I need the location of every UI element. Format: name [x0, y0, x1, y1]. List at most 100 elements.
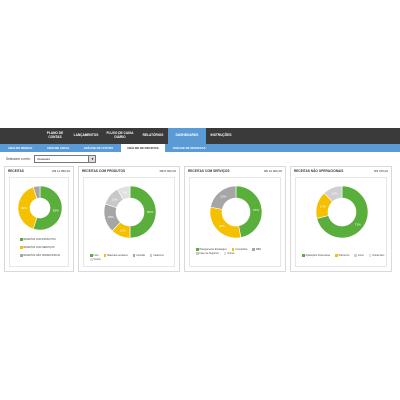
slice-data-label-2: 18%	[108, 215, 114, 219]
nav-item-4[interactable]: DASHBOARDS	[168, 128, 206, 144]
legend-item: Apostila	[132, 254, 145, 257]
legend-swatch	[302, 254, 305, 257]
slice-data-label-2: 22%	[220, 195, 226, 199]
legend-label: Fase de Negócios	[199, 252, 219, 255]
panel-total-value: R$ 700,00	[374, 169, 388, 173]
nav-item-5[interactable]: INSTRUÇÕES	[210, 133, 232, 138]
chart-area: 47% 31% 22% Planejamento Estratégico Consult…	[189, 177, 281, 267]
month-selector-label: Selecione o mês:	[6, 157, 31, 161]
legend-label: Outros	[227, 252, 235, 255]
donut-slice-1[interactable]	[17, 186, 38, 230]
legend-item: Materiais escolares	[103, 254, 128, 257]
legend-swatch	[335, 254, 338, 257]
slice-data-label-1: 40%	[21, 206, 27, 210]
panel-title: RECEITAS NÃO OPERACIONAIS	[294, 169, 344, 173]
slice-data-label-2: 12%	[332, 191, 338, 195]
legend-item: RECEITAS COM SERVIÇOS	[20, 246, 60, 249]
chart-area: 71% 17% 12% Aplicações Financeiras Patrocíni…	[295, 177, 387, 267]
subnav-tab-1[interactable]: ANÁLISE ANUAL	[46, 146, 70, 150]
month-select[interactable]: Fevereiro ▼	[34, 155, 97, 163]
nav-item-2[interactable]: FLUXO DE CAIXA DIÁRIO	[106, 131, 134, 139]
panel-2: RECEITAS COM SERVIÇOS R$ 10.900,00 47% 31% 2…	[184, 166, 286, 272]
panel-1: RECEITAS COM PRODUTOS R$ 8.000,00 50% 12% 18…	[78, 166, 180, 272]
legend-swatch	[252, 248, 255, 251]
month-selector-row: Selecione o mês: Fevereiro ▼	[6, 155, 97, 163]
legend-label: Outros	[93, 258, 101, 261]
legend-label: Livro	[93, 254, 99, 257]
legend-label: Materiais escolares	[107, 254, 128, 257]
legend-label: RECEITAS COM PRODUTOS	[23, 238, 56, 241]
legend-swatch	[132, 254, 136, 257]
donut-slice-0[interactable]	[235, 185, 263, 238]
legend-label: Juros	[357, 254, 364, 257]
slice-data-label-0: 50%	[147, 210, 153, 214]
legend-swatch	[231, 248, 235, 251]
donut-slice-2[interactable]	[323, 185, 343, 203]
legend-item: Cadernos	[149, 254, 164, 257]
donut-slice-2[interactable]	[32, 185, 41, 199]
panel-header: RECEITAS NÃO OPERACIONAIS R$ 700,00	[291, 167, 391, 175]
nav-item-1[interactable]: LANÇAMENTOS	[73, 133, 99, 138]
legend-item: Aplicações Financeiras	[302, 254, 330, 257]
nav-items: PLANO DE CONTAS LANÇAMENTOS FLUXO DE CAIXA…	[40, 128, 236, 144]
legend-item: Planejamento Estratégico	[196, 248, 227, 251]
donut-slice-0[interactable]	[316, 185, 369, 239]
legend-label: RECEITAS COM SERVIÇOS	[23, 246, 55, 249]
legend-item: Patrocínio	[335, 254, 349, 257]
slice-data-label-0: 47%	[253, 208, 259, 212]
nav-item-3[interactable]: RELATÓRIOS	[142, 133, 164, 138]
nav-spacer	[0, 128, 40, 144]
donut-slice-0[interactable]	[32, 185, 63, 231]
legend-swatch	[196, 248, 199, 251]
legend-item: RECEITAS COM PRODUTOS	[20, 238, 60, 241]
donut-slice-4[interactable]	[117, 185, 131, 201]
panel-header: RECEITAS COM PRODUTOS R$ 8.000,00	[79, 167, 179, 175]
slice-data-label-1: 31%	[219, 224, 225, 228]
subnav-tab-2[interactable]: ANÁLISE DE CUSTOS	[83, 146, 113, 150]
chart-area: 55% 40% RECEITAS COM PRODUTOS RECEITAS COM …	[9, 177, 69, 267]
legend-swatch	[90, 254, 93, 257]
sub-navigation: ANÁLISE MENSAL ANÁLISE ANUAL ANÁLISE DE CU…	[0, 144, 400, 152]
legend-item: Outros	[223, 252, 235, 255]
legend-swatch	[20, 238, 23, 241]
legend-swatch	[149, 254, 153, 257]
panel-header: RECEITAS COM SERVIÇOS R$ 10.900,00	[185, 167, 285, 175]
donut-chart: 47% 31% 22%	[209, 185, 263, 239]
nav-item-0[interactable]: PLANO DE CONTAS	[46, 131, 64, 139]
legend-item: Livro	[90, 254, 99, 257]
top-navigation: PLANO DE CONTAS LANÇAMENTOS FLUXO DE CAIXA…	[0, 128, 400, 144]
panel-0: RECEITAS R$ 11.950,00 55% 40% RECEITAS COM P…	[4, 166, 74, 272]
legend-swatch	[223, 252, 227, 255]
legend-swatch	[196, 252, 199, 255]
donut-slice-1[interactable]	[209, 206, 242, 239]
donut-chart: 50% 12% 18% 12% 8%	[103, 185, 157, 239]
slice-data-label-3: 12%	[112, 197, 118, 201]
legend-swatch	[20, 246, 23, 249]
legend-item: MBA	[252, 248, 261, 251]
slice-data-label-1: 17%	[320, 204, 326, 208]
legend-label: Outras Rec.	[372, 254, 385, 257]
legend-item: Fase de Negócios	[196, 252, 219, 255]
chart-legend: Planejamento Estratégico Consultoria MBA Fa…	[196, 248, 280, 255]
slice-data-label-1: 12%	[120, 229, 126, 233]
donut-slice-0[interactable]	[129, 185, 157, 239]
subnav-tab-3[interactable]: ANÁLISE DE RECEITAS	[120, 144, 165, 152]
subnav-tab-4[interactable]: ANÁLISE DE DESPESAS	[172, 146, 206, 150]
panel-title: RECEITAS COM PRODUTOS	[82, 169, 126, 173]
legend-label: Consultoria	[235, 248, 248, 251]
slice-data-label-4: 8%	[123, 191, 128, 195]
legend-swatch	[354, 254, 357, 257]
subnav-tab-0[interactable]: ANÁLISE MENSAL	[8, 146, 33, 150]
chevron-down-icon[interactable]: ▼	[88, 156, 96, 162]
panel-total-value: R$ 10.900,00	[263, 169, 282, 173]
legend-swatch	[90, 258, 93, 261]
legend-label: Aplicações Financeiras	[305, 254, 331, 257]
panel-total-value: R$ 8.000,00	[159, 169, 176, 173]
legend-item: Outras Rec.	[368, 254, 385, 257]
legend-label: Patrocínio	[338, 254, 350, 257]
legend-item: Consultoria	[231, 248, 248, 251]
legend-swatch	[368, 254, 372, 257]
legend-item: RECEITAS NÃO OPERACIONAIS	[20, 254, 60, 257]
legend-label: Cadernos	[153, 254, 164, 257]
donut-slice-2[interactable]	[210, 185, 237, 210]
